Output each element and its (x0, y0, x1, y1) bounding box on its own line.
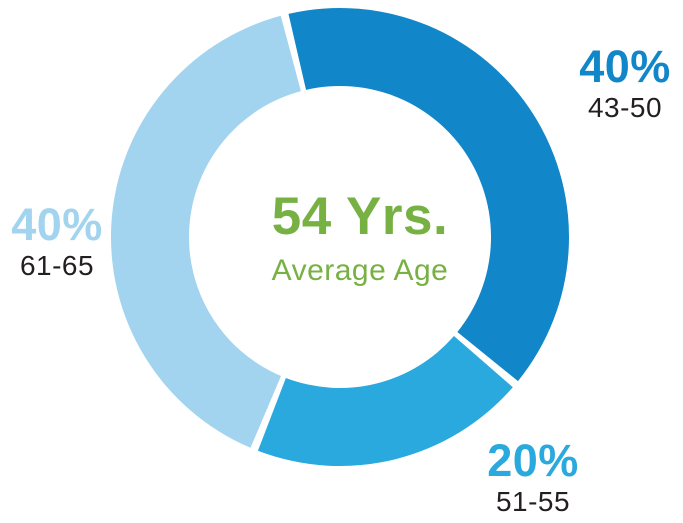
donut-segment-43-50 (288, 8, 569, 382)
chart-center-label: 54 Yrs. Average Age (190, 190, 530, 288)
segment-percent: 40% (579, 41, 671, 92)
donut-segment-51-55 (257, 336, 513, 467)
segment-label-51-55: 20% 51-55 (478, 438, 588, 518)
segment-range: 43-50 (587, 92, 663, 123)
segment-range: 61-65 (19, 250, 95, 281)
average-age-value: 54 Yrs. (271, 187, 449, 246)
donut-segment-61-65 (110, 15, 301, 448)
segment-label-43-50: 40% 43-50 (570, 44, 680, 124)
segment-percent: 20% (487, 435, 579, 486)
segment-range: 51-55 (495, 486, 571, 517)
average-age-caption: Average Age (271, 254, 449, 287)
segment-percent: 40% (11, 199, 103, 250)
segment-label-61-65: 40% 61-65 (3, 202, 111, 282)
